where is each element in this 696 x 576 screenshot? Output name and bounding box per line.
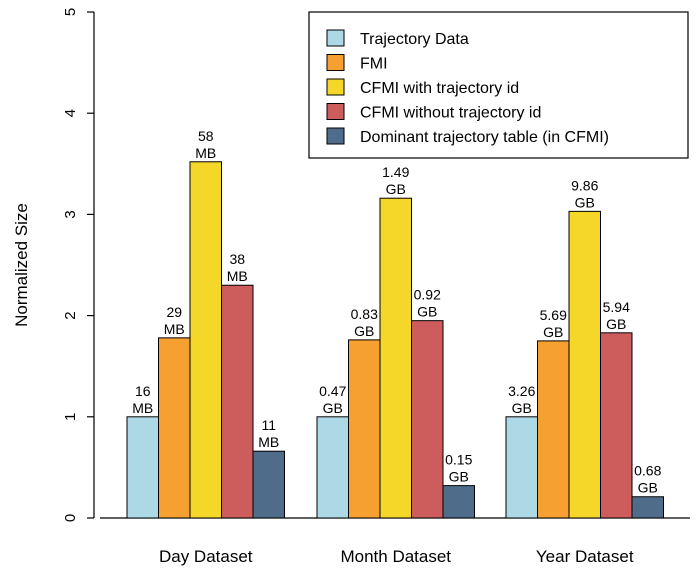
- bar-data-label: 5.94 GB: [603, 299, 630, 332]
- bar-data-label: 9.86 GB: [571, 177, 598, 210]
- bar-data-label: 38 MB: [227, 251, 248, 284]
- bar-data-label: 0.83 GB: [351, 306, 378, 339]
- x-category-label: Month Dataset: [340, 547, 451, 566]
- bar-1-4: [221, 284, 254, 519]
- legend-entry-label: CFMI with trajectory id: [360, 80, 519, 97]
- bar-data-label: 29 MB: [164, 304, 185, 337]
- bar-2-3: [379, 197, 412, 519]
- bar-data-label: 11 MB: [258, 417, 279, 450]
- legend-swatch: [326, 103, 345, 120]
- bar-1-2: [158, 337, 191, 519]
- bar-data-label: 3.26 GB: [508, 383, 535, 416]
- legend-swatch: [326, 127, 345, 145]
- bar-data-label: 0.92 GB: [414, 287, 441, 320]
- legend-box: [308, 11, 689, 159]
- bar-1-3: [189, 161, 222, 519]
- chart-bars: [126, 161, 664, 519]
- bar-3-1: [505, 416, 538, 519]
- bar-2-1: [316, 416, 349, 519]
- bar-3-4: [600, 332, 633, 519]
- chart-legend: Trajectory Data FMI CFMI with trajectory i…: [308, 11, 689, 159]
- y-tick-label: 3: [62, 210, 79, 218]
- y-tick-label: 2: [62, 311, 79, 319]
- bar-data-label: 0.47 GB: [319, 383, 346, 416]
- y-tick-label: 4: [62, 109, 79, 117]
- bar-1-5: [252, 450, 285, 519]
- bar-3-5: [631, 496, 664, 519]
- legend-entry-label: FMI: [360, 56, 388, 73]
- bar-3-3: [568, 210, 601, 519]
- bar-data-label: 0.68 GB: [634, 463, 661, 496]
- bar-data-label: 0.15 GB: [445, 452, 472, 485]
- x-category-label: Day Dataset: [159, 547, 253, 566]
- bar-2-4: [411, 320, 444, 519]
- x-category-label: Year Dataset: [536, 547, 634, 566]
- legend-swatch: [326, 54, 345, 71]
- bar-data-label: 16 MB: [132, 383, 153, 416]
- chart-bar-labels: 16 MB 29 MB 58 MB 38 MB 11 MB 0.47 GB 0.83 GB 1.49 GB 0.…: [132, 128, 661, 496]
- bar-2-2: [348, 339, 381, 519]
- bar-3-2: [537, 340, 570, 519]
- y-tick-label: 5: [62, 8, 79, 16]
- legend-entry-label: CFMI without trajectory id: [360, 105, 541, 122]
- bar-data-label: 5.69 GB: [540, 307, 567, 340]
- legend-entry-label: Dominant trajectory table (in CFMI): [360, 129, 609, 146]
- legend-entry-label: Trajectory Data: [360, 31, 469, 48]
- legend-swatch: [326, 78, 345, 96]
- bar-data-label: 1.49 GB: [382, 164, 409, 197]
- chart-category-labels: Day Dataset Month Dataset Year Dataset: [159, 547, 634, 566]
- legend-swatch: [326, 29, 345, 47]
- y-tick-label: 1: [62, 413, 79, 421]
- y-tick-label: 0: [62, 514, 79, 522]
- bar-1-1: [126, 416, 159, 519]
- bar-data-label: 58 MB: [195, 128, 216, 161]
- y-axis-label: Normalized Size: [12, 203, 31, 327]
- bar-2-5: [442, 485, 475, 519]
